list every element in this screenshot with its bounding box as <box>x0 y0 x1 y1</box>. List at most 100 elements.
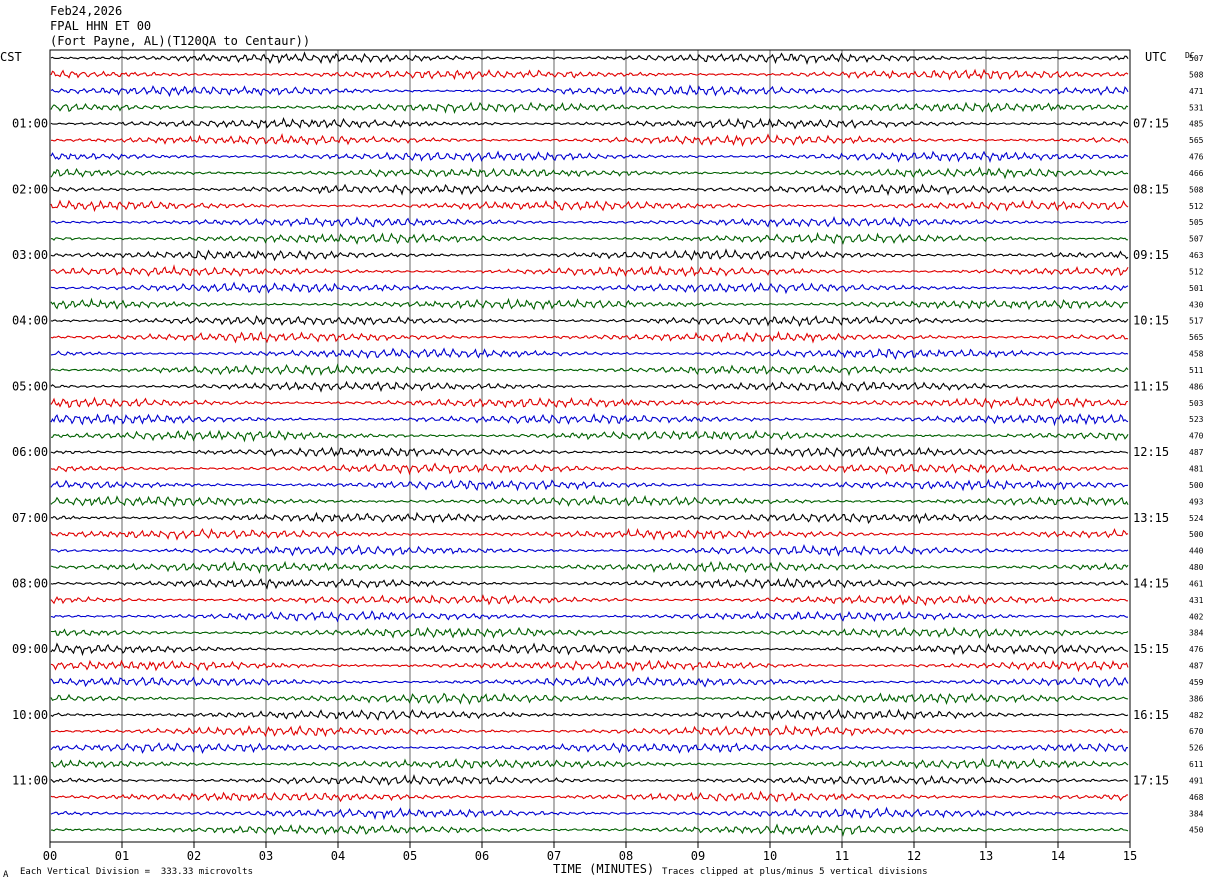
cst-hour-label: 11:00 <box>12 773 48 787</box>
cst-hour-label: 02:00 <box>12 182 48 196</box>
trace-line <box>50 774 1129 787</box>
x-tick-label: 11 <box>835 849 849 863</box>
dc-offset-label: 476 <box>1189 645 1204 654</box>
dc-offset-label: 458 <box>1189 350 1204 359</box>
utc-hour-label: 13:15 <box>1133 511 1169 525</box>
dc-offset-label: 486 <box>1189 382 1204 391</box>
trace-line <box>50 199 1129 213</box>
trace-line <box>50 708 1129 721</box>
dc-offset-label: 501 <box>1189 284 1204 293</box>
dc-offset-label: 565 <box>1189 136 1204 145</box>
dc-offset-label: 512 <box>1189 202 1204 211</box>
x-tick-label: 06 <box>475 849 489 863</box>
dc-offset-label: 505 <box>1189 218 1204 227</box>
trace-line <box>50 314 1129 328</box>
cst-hour-label: 03:00 <box>12 248 48 262</box>
trace-line <box>50 610 1129 623</box>
trace-line <box>51 823 1129 837</box>
cst-hour-label: 04:00 <box>12 314 48 328</box>
dc-offset-label: 384 <box>1189 629 1204 638</box>
trace-line <box>50 231 1129 245</box>
trace-line <box>50 101 1129 115</box>
trace-line <box>50 577 1129 590</box>
cst-hour-label: 08:00 <box>12 576 48 590</box>
cst-hour-label: 10:00 <box>12 708 48 722</box>
dc-offset-label: 491 <box>1189 776 1204 785</box>
trace-line <box>50 445 1129 458</box>
x-tick-label: 07 <box>547 849 561 863</box>
trace-line <box>50 117 1129 130</box>
trace-line <box>50 166 1129 180</box>
dc-offset-label: 384 <box>1189 809 1204 818</box>
trace-line <box>50 363 1129 377</box>
x-tick-label: 04 <box>331 849 345 863</box>
dc-offset-label: 450 <box>1189 826 1204 835</box>
dc-offset-label: 459 <box>1189 678 1204 687</box>
x-tick-label: 14 <box>1051 849 1065 863</box>
dc-offset-label: 565 <box>1189 333 1204 342</box>
dc-axis-label: DC <box>1185 51 1195 60</box>
plot-frame <box>49 49 1131 843</box>
header-station: FPAL HHN ET 00 <box>50 19 152 33</box>
trace-line <box>50 659 1129 673</box>
trace-line <box>50 281 1129 295</box>
trace-line <box>50 742 1129 754</box>
trace-line <box>50 692 1129 705</box>
x-tick-label: 09 <box>691 849 705 863</box>
trace-line <box>50 626 1129 639</box>
trace-line <box>50 248 1129 262</box>
x-axis-title: TIME (MINUTES) <box>553 862 655 876</box>
cst-hour-label: 09:00 <box>12 642 48 656</box>
utc-hour-label: 12:15 <box>1133 445 1169 459</box>
dc-offset-label: 531 <box>1189 103 1204 112</box>
trace-line <box>50 642 1129 657</box>
dc-offset-label: 466 <box>1189 169 1204 178</box>
dc-offset-label: 461 <box>1189 579 1204 588</box>
dc-offset-label: 463 <box>1189 251 1204 260</box>
trace-line <box>50 264 1129 278</box>
utc-hour-label: 16:15 <box>1133 708 1169 722</box>
dc-offset-label: 611 <box>1189 760 1204 769</box>
dc-offset-label: 493 <box>1189 497 1204 506</box>
utc-hour-label: 14:15 <box>1133 576 1169 590</box>
trace-line <box>50 330 1129 344</box>
dc-offset-label: 468 <box>1189 793 1204 802</box>
division-note: Each Vertical Division = 333.33 microvol… <box>20 867 253 877</box>
x-tick-label: 10 <box>763 849 777 863</box>
dc-offset-label: 402 <box>1189 612 1204 621</box>
clip-note: Traces clipped at plus/minus 5 vertical … <box>662 867 928 877</box>
trace-line <box>50 543 1129 557</box>
dc-offset-label: 485 <box>1189 120 1204 129</box>
dc-offset-label: 430 <box>1189 300 1204 309</box>
trace-line <box>50 150 1129 164</box>
utc-hour-label: 11:15 <box>1133 379 1169 393</box>
trace-line <box>50 478 1129 492</box>
utc-hour-label: 10:15 <box>1133 314 1169 328</box>
dc-offset-label: 508 <box>1189 70 1204 79</box>
dc-offset-label: 470 <box>1189 432 1204 441</box>
utc-hour-label: 08:15 <box>1133 182 1169 196</box>
trace-line <box>50 462 1129 476</box>
trace-line <box>50 790 1129 803</box>
cst-axis-label: CST <box>0 50 22 64</box>
x-tick-label: 08 <box>619 849 633 863</box>
cst-hour-label: 01:00 <box>12 117 48 131</box>
header-date: Feb24,2026 <box>50 4 123 18</box>
trace-line <box>50 51 1129 65</box>
trace-line <box>50 757 1129 770</box>
dc-offset-label: 507 <box>1189 54 1204 63</box>
dc-offset-label: 507 <box>1189 235 1204 244</box>
dc-offset-label: 503 <box>1189 399 1204 408</box>
trace-line <box>50 183 1128 197</box>
corner-mark: A <box>3 870 9 880</box>
dc-offset-label: 482 <box>1189 711 1204 720</box>
dc-offset-label: 386 <box>1189 694 1204 703</box>
x-tick-label: 12 <box>907 849 921 863</box>
x-tick-label: 13 <box>979 849 993 863</box>
dc-offset-label: 524 <box>1189 514 1204 523</box>
x-tick-label: 00 <box>43 849 57 863</box>
x-tick-label: 05 <box>403 849 417 863</box>
utc-hour-label: 17:15 <box>1133 773 1169 787</box>
trace-line <box>50 68 1129 81</box>
trace-line <box>50 347 1129 360</box>
